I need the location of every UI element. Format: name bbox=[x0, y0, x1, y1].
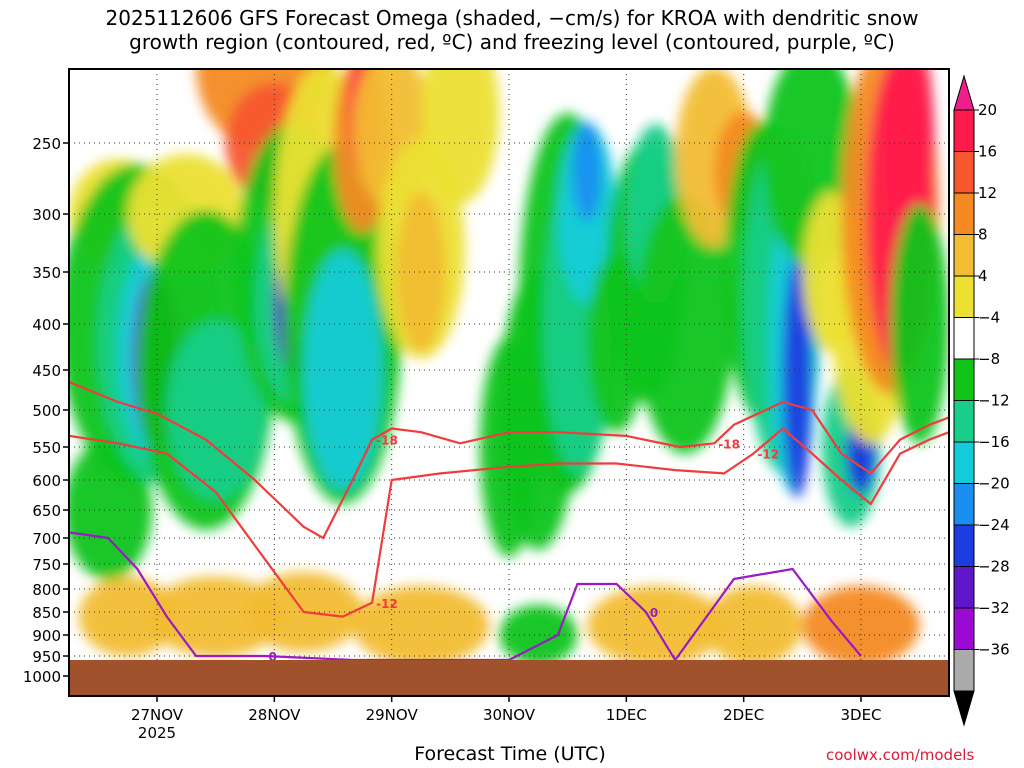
contour-label-2-1: 0 bbox=[650, 606, 658, 620]
x-tick-label-28NOV: 28NOV bbox=[248, 706, 301, 724]
x-tick-label-3DEC: 3DEC bbox=[840, 706, 881, 724]
colorbar-swatch-4 bbox=[953, 275, 975, 318]
source-credit: coolwx.com/models bbox=[826, 746, 975, 764]
contour-2 bbox=[69, 531, 862, 662]
colorbar-label-13: −36 bbox=[978, 641, 1010, 659]
terrain-ground bbox=[69, 660, 949, 696]
y-tick-label-950: 950 bbox=[32, 648, 61, 666]
colorbar-label-1: 16 bbox=[978, 143, 997, 161]
colorbar-bottom-arrow bbox=[953, 690, 975, 727]
omega-shading-24 bbox=[78, 576, 177, 657]
colorbar-label-3: 8 bbox=[978, 226, 988, 244]
y-tick-label-650: 650 bbox=[32, 502, 61, 520]
colorbar-label-2: 12 bbox=[978, 184, 997, 202]
y-tick-label-1000: 1000 bbox=[23, 668, 61, 686]
colorbar-swatch-7 bbox=[953, 400, 975, 443]
y-tick-label-500: 500 bbox=[32, 402, 61, 420]
y-tick-label-450: 450 bbox=[32, 362, 61, 380]
colorbar-swatch-10 bbox=[953, 524, 975, 567]
y-tick-label-600: 600 bbox=[32, 472, 61, 490]
omega-blobs bbox=[69, 69, 949, 666]
contour-label-1-1: -12 bbox=[757, 448, 779, 462]
colorbar-label-5: −4 bbox=[978, 309, 1000, 327]
omega-shading-9 bbox=[166, 320, 265, 500]
y-tick-label-250: 250 bbox=[32, 135, 61, 153]
x-tick-label-2DEC: 2DEC bbox=[723, 706, 764, 724]
y-tick-label-350: 350 bbox=[32, 264, 61, 282]
colorbar-swatch-1 bbox=[953, 151, 975, 194]
omega-shading-22 bbox=[396, 192, 446, 352]
colorbar-label-6: −8 bbox=[978, 350, 1000, 368]
omega-shading-33 bbox=[572, 121, 602, 222]
omega-shading-54 bbox=[704, 585, 803, 666]
x-tick-label-27NOV: 27NOV bbox=[131, 706, 184, 724]
x-tick-label-29NOV: 29NOV bbox=[366, 706, 419, 724]
y-tick-label-300: 300 bbox=[32, 206, 61, 224]
y-tick-label-850: 850 bbox=[32, 604, 61, 622]
colorbar-swatch-9 bbox=[953, 483, 975, 526]
contour-label-2-0: 0 bbox=[269, 650, 277, 664]
chart-title-line-1: 2025112606 GFS Forecast Omega (shaded, −… bbox=[105, 6, 919, 30]
colorbar-swatch-3 bbox=[953, 234, 975, 277]
y-axis: 250 300 350 400 450 500 550 600 650 700 750 800 850 9… bbox=[23, 135, 69, 686]
contour-label-1-0: -12 bbox=[376, 597, 398, 611]
x-axis-title: Forecast Time (UTC) bbox=[414, 743, 606, 765]
omega-shading-56 bbox=[499, 605, 578, 665]
colorbar-swatch-11 bbox=[953, 566, 975, 609]
chart-title-line-2: growth region (contoured, red, ºC) and f… bbox=[129, 30, 895, 54]
colorbar-label-12: −32 bbox=[978, 599, 1010, 617]
y-tick-label-900: 900 bbox=[32, 627, 61, 645]
colorbar-swatch-8 bbox=[953, 441, 975, 484]
colorbar-swatch-2 bbox=[953, 192, 975, 235]
contour-label-0-1: -18 bbox=[718, 437, 740, 451]
colorbar-swatch-6 bbox=[953, 358, 975, 401]
colorbar-swatch-13 bbox=[953, 649, 975, 692]
colorbar-swatch-12 bbox=[953, 607, 975, 650]
x-tick-label-30NOV: 30NOV bbox=[483, 706, 536, 724]
grid-lines bbox=[69, 69, 949, 696]
omega-shading-27 bbox=[352, 585, 490, 666]
omega-shading-23 bbox=[421, 69, 500, 204]
contour-label-0-0: -18 bbox=[376, 434, 398, 448]
y-tick-label-400: 400 bbox=[32, 316, 61, 334]
y-tick-label-550: 550 bbox=[32, 439, 61, 457]
contour-lines: -18 -18 -12 -12 0 0 bbox=[69, 380, 949, 664]
contour-0 bbox=[69, 380, 949, 540]
y-tick-label-800: 800 bbox=[32, 581, 61, 599]
colorbar-swatch-0 bbox=[953, 109, 975, 152]
colorbar-label-9: −20 bbox=[978, 475, 1010, 493]
x-tick-year: 2025 bbox=[138, 724, 176, 742]
colorbar-label-0: 20 bbox=[978, 101, 997, 119]
omega-shading-53 bbox=[587, 585, 725, 666]
y-tick-label-750: 750 bbox=[32, 556, 61, 574]
colorbar-label-8: −16 bbox=[978, 433, 1010, 451]
colorbar-top-arrow bbox=[953, 74, 975, 111]
colorbar-label-11: −28 bbox=[978, 558, 1010, 576]
colorbar-label-10: −24 bbox=[978, 516, 1010, 534]
omega-field bbox=[69, 69, 949, 666]
omega-shading-17 bbox=[303, 250, 382, 490]
colorbar-swatch-5 bbox=[953, 317, 975, 360]
omega-shading-55 bbox=[802, 585, 920, 666]
chart-title: 2025112606 GFS Forecast Omega (shaded, −… bbox=[0, 6, 1024, 54]
y-tick-label-700: 700 bbox=[32, 530, 61, 548]
omega-shading-37 bbox=[636, 194, 734, 454]
contour-1 bbox=[69, 427, 949, 618]
omega-shading-43 bbox=[782, 258, 813, 498]
x-tick-label-1DEC: 1DEC bbox=[606, 706, 647, 724]
colorbar-label-7: −12 bbox=[978, 392, 1010, 410]
colorbar-label-4: 4 bbox=[978, 267, 988, 285]
colorbar: 20 16 12 8 4 −4 −8 −12 −16 −20 −24 −28 −32 −36 bbox=[953, 74, 1010, 727]
